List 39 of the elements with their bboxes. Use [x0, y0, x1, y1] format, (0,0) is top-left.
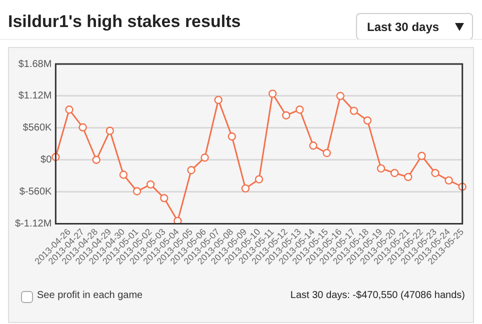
point: [214, 96, 222, 104]
point: [363, 116, 372, 125]
point: [268, 90, 277, 98]
y-tick-label: $560K: [22, 122, 52, 134]
point: [65, 106, 74, 114]
point: [444, 176, 453, 185]
point: [174, 216, 182, 224]
point: [254, 175, 264, 184]
point: [187, 166, 196, 174]
y-tick-label: $-560K: [19, 186, 52, 198]
text: Last 30 days: -$470,550 (47086 hands): [290, 290, 465, 301]
point: [132, 187, 142, 196]
point: [418, 152, 426, 160]
text: See profit in each game: [37, 290, 143, 301]
point: [336, 92, 344, 100]
point: [119, 170, 128, 179]
point: [350, 106, 358, 115]
point: [376, 164, 386, 173]
point: [241, 184, 250, 193]
point: [431, 168, 440, 178]
point: [146, 180, 155, 189]
point: [309, 142, 318, 150]
y-tick-label: $-1.12M: [14, 218, 52, 230]
y-tick-label: $1.12M: [18, 90, 52, 102]
point: [200, 154, 209, 162]
point: [404, 172, 412, 182]
y-tick-label: $1.68M: [18, 58, 52, 70]
point: [322, 148, 331, 158]
point: [78, 123, 87, 132]
dropdown: Last 30 days: [356, 13, 473, 40]
chart-title: Isildur1's high stakes results: [8, 12, 241, 32]
point: [92, 156, 100, 164]
y-tick-label: $0: [40, 154, 52, 166]
point: [106, 126, 114, 135]
point: [160, 194, 168, 202]
point: [296, 106, 304, 114]
point: [228, 132, 236, 141]
point: [282, 111, 290, 120]
point: [390, 168, 399, 178]
